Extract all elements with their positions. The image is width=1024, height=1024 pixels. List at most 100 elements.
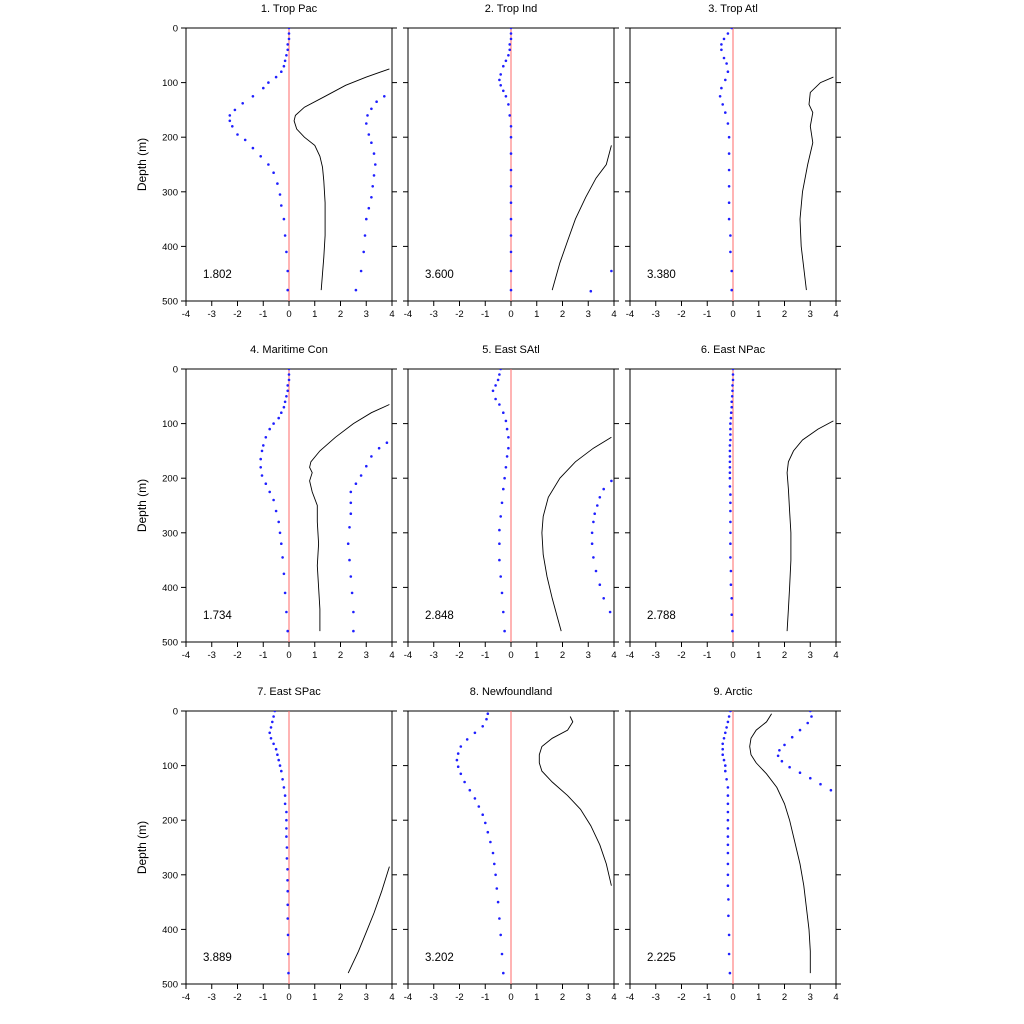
x-tick-label: -3 — [208, 309, 216, 320]
series-point — [596, 504, 599, 507]
series-point — [726, 122, 730, 125]
x-tick-label: 0 — [286, 309, 291, 320]
series-point — [727, 201, 731, 204]
series-point — [610, 479, 613, 483]
series-point — [383, 95, 386, 98]
series-point — [726, 873, 730, 877]
y-tick-label: 100 — [162, 78, 178, 89]
series-line — [786, 420, 834, 632]
x-tick-label: 0 — [286, 650, 291, 661]
series-point — [731, 378, 735, 382]
series-point — [819, 782, 822, 786]
x-tick-label: 1 — [756, 650, 761, 661]
series-point — [349, 512, 353, 515]
series-point — [790, 735, 794, 739]
panel-value: 1.802 — [203, 269, 232, 281]
series-point — [494, 397, 497, 401]
series-point — [498, 542, 501, 545]
series-point — [286, 288, 290, 292]
series-point — [503, 476, 506, 480]
series-point — [262, 444, 265, 447]
series-point — [729, 250, 732, 254]
panel-value: 3.889 — [203, 952, 232, 964]
x-tick-label: -4 — [182, 992, 190, 1003]
series-point — [499, 369, 502, 371]
series-point — [730, 613, 733, 616]
series-point — [726, 794, 730, 797]
x-tick-label: -2 — [233, 992, 241, 1003]
series-point — [730, 597, 733, 600]
series-point — [463, 780, 466, 784]
y-tick-label: 100 — [162, 761, 178, 772]
x-tick-label: -3 — [430, 309, 438, 320]
series-point — [730, 405, 733, 409]
series-point — [592, 556, 595, 559]
series-point — [726, 843, 730, 847]
series-point — [724, 111, 727, 114]
x-tick-label: 0 — [730, 309, 735, 320]
series-point — [509, 269, 513, 273]
series-point — [287, 28, 291, 30]
series-line — [293, 68, 390, 291]
x-tick-label: -1 — [481, 309, 489, 320]
series-point — [509, 288, 513, 292]
series-point — [726, 810, 730, 814]
series-point — [370, 141, 373, 144]
x-tick-label: -2 — [677, 650, 685, 661]
series-point — [509, 217, 513, 221]
series-point — [286, 43, 290, 46]
series-line — [799, 76, 834, 291]
x-tick-label: 1 — [534, 309, 539, 320]
panel-title: 8. Newfoundland — [470, 686, 553, 698]
series-point — [499, 575, 503, 578]
series-point — [504, 466, 508, 469]
series-point — [788, 765, 791, 769]
series-point — [367, 206, 371, 210]
series-point — [780, 759, 784, 763]
x-tick-label: -1 — [703, 992, 711, 1003]
panel-title: 3. Trop Atl — [708, 3, 758, 15]
x-tick-label: 2 — [338, 650, 343, 661]
series-point — [726, 32, 730, 35]
series-point — [228, 119, 232, 123]
x-tick-label: -3 — [430, 650, 438, 661]
series-point — [486, 830, 490, 834]
series-point — [287, 971, 290, 975]
x-tick-label: -4 — [182, 309, 190, 320]
series-point — [509, 37, 513, 41]
series-point — [285, 610, 288, 614]
series-point — [502, 89, 505, 93]
series-point — [285, 54, 288, 57]
y-tick-label: 400 — [162, 242, 178, 253]
series-point — [370, 107, 373, 111]
series-point — [280, 70, 283, 73]
x-tick-label: -4 — [626, 650, 634, 661]
x-tick-label: 2 — [560, 309, 565, 320]
series-point — [729, 422, 732, 425]
panel-value: 3.380 — [647, 269, 676, 281]
x-tick-label: 2 — [782, 992, 787, 1003]
series-point — [354, 288, 358, 292]
series-point — [509, 168, 513, 172]
series-point — [729, 433, 732, 436]
series-point — [236, 133, 239, 136]
series-point — [589, 289, 593, 293]
x-tick-label: -1 — [703, 309, 711, 320]
x-tick-label: -2 — [677, 992, 685, 1003]
series-point — [509, 125, 513, 128]
series-point — [729, 569, 733, 573]
series-point — [375, 100, 378, 103]
series-point — [722, 737, 726, 740]
series-point — [725, 726, 728, 729]
series-point — [722, 758, 726, 762]
y-tick-label: 300 — [162, 528, 178, 539]
series-point — [728, 455, 732, 458]
series-point — [602, 487, 605, 491]
series-point — [251, 95, 255, 98]
series-point — [352, 629, 355, 633]
series-point — [481, 725, 485, 728]
series-point — [726, 818, 730, 822]
series-point — [731, 384, 734, 387]
series-point — [727, 135, 731, 139]
series-point — [727, 217, 731, 221]
